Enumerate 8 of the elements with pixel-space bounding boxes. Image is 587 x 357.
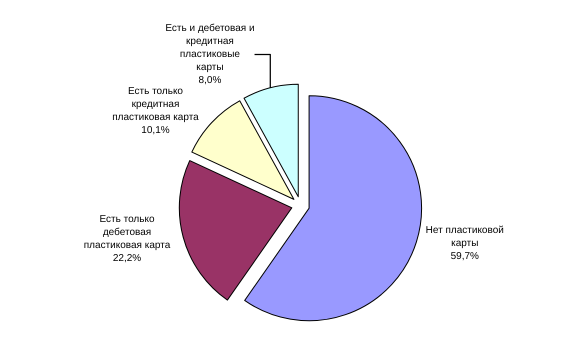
data-label: 22,2% <box>112 252 142 264</box>
slice-label: Есть и дебетовая и кредитная пластиковые карты <box>165 22 255 73</box>
slice-label: Есть только кредитная пластиковая карта <box>112 86 200 123</box>
data-label: 8,0% <box>198 74 222 86</box>
data-label: 10,1% <box>141 124 170 136</box>
slice-label: Нет пластиковой карты <box>426 225 504 250</box>
slice-label: Есть только дебетовая пластиковая карта <box>84 214 171 251</box>
data-label: 59,7% <box>450 251 480 262</box>
